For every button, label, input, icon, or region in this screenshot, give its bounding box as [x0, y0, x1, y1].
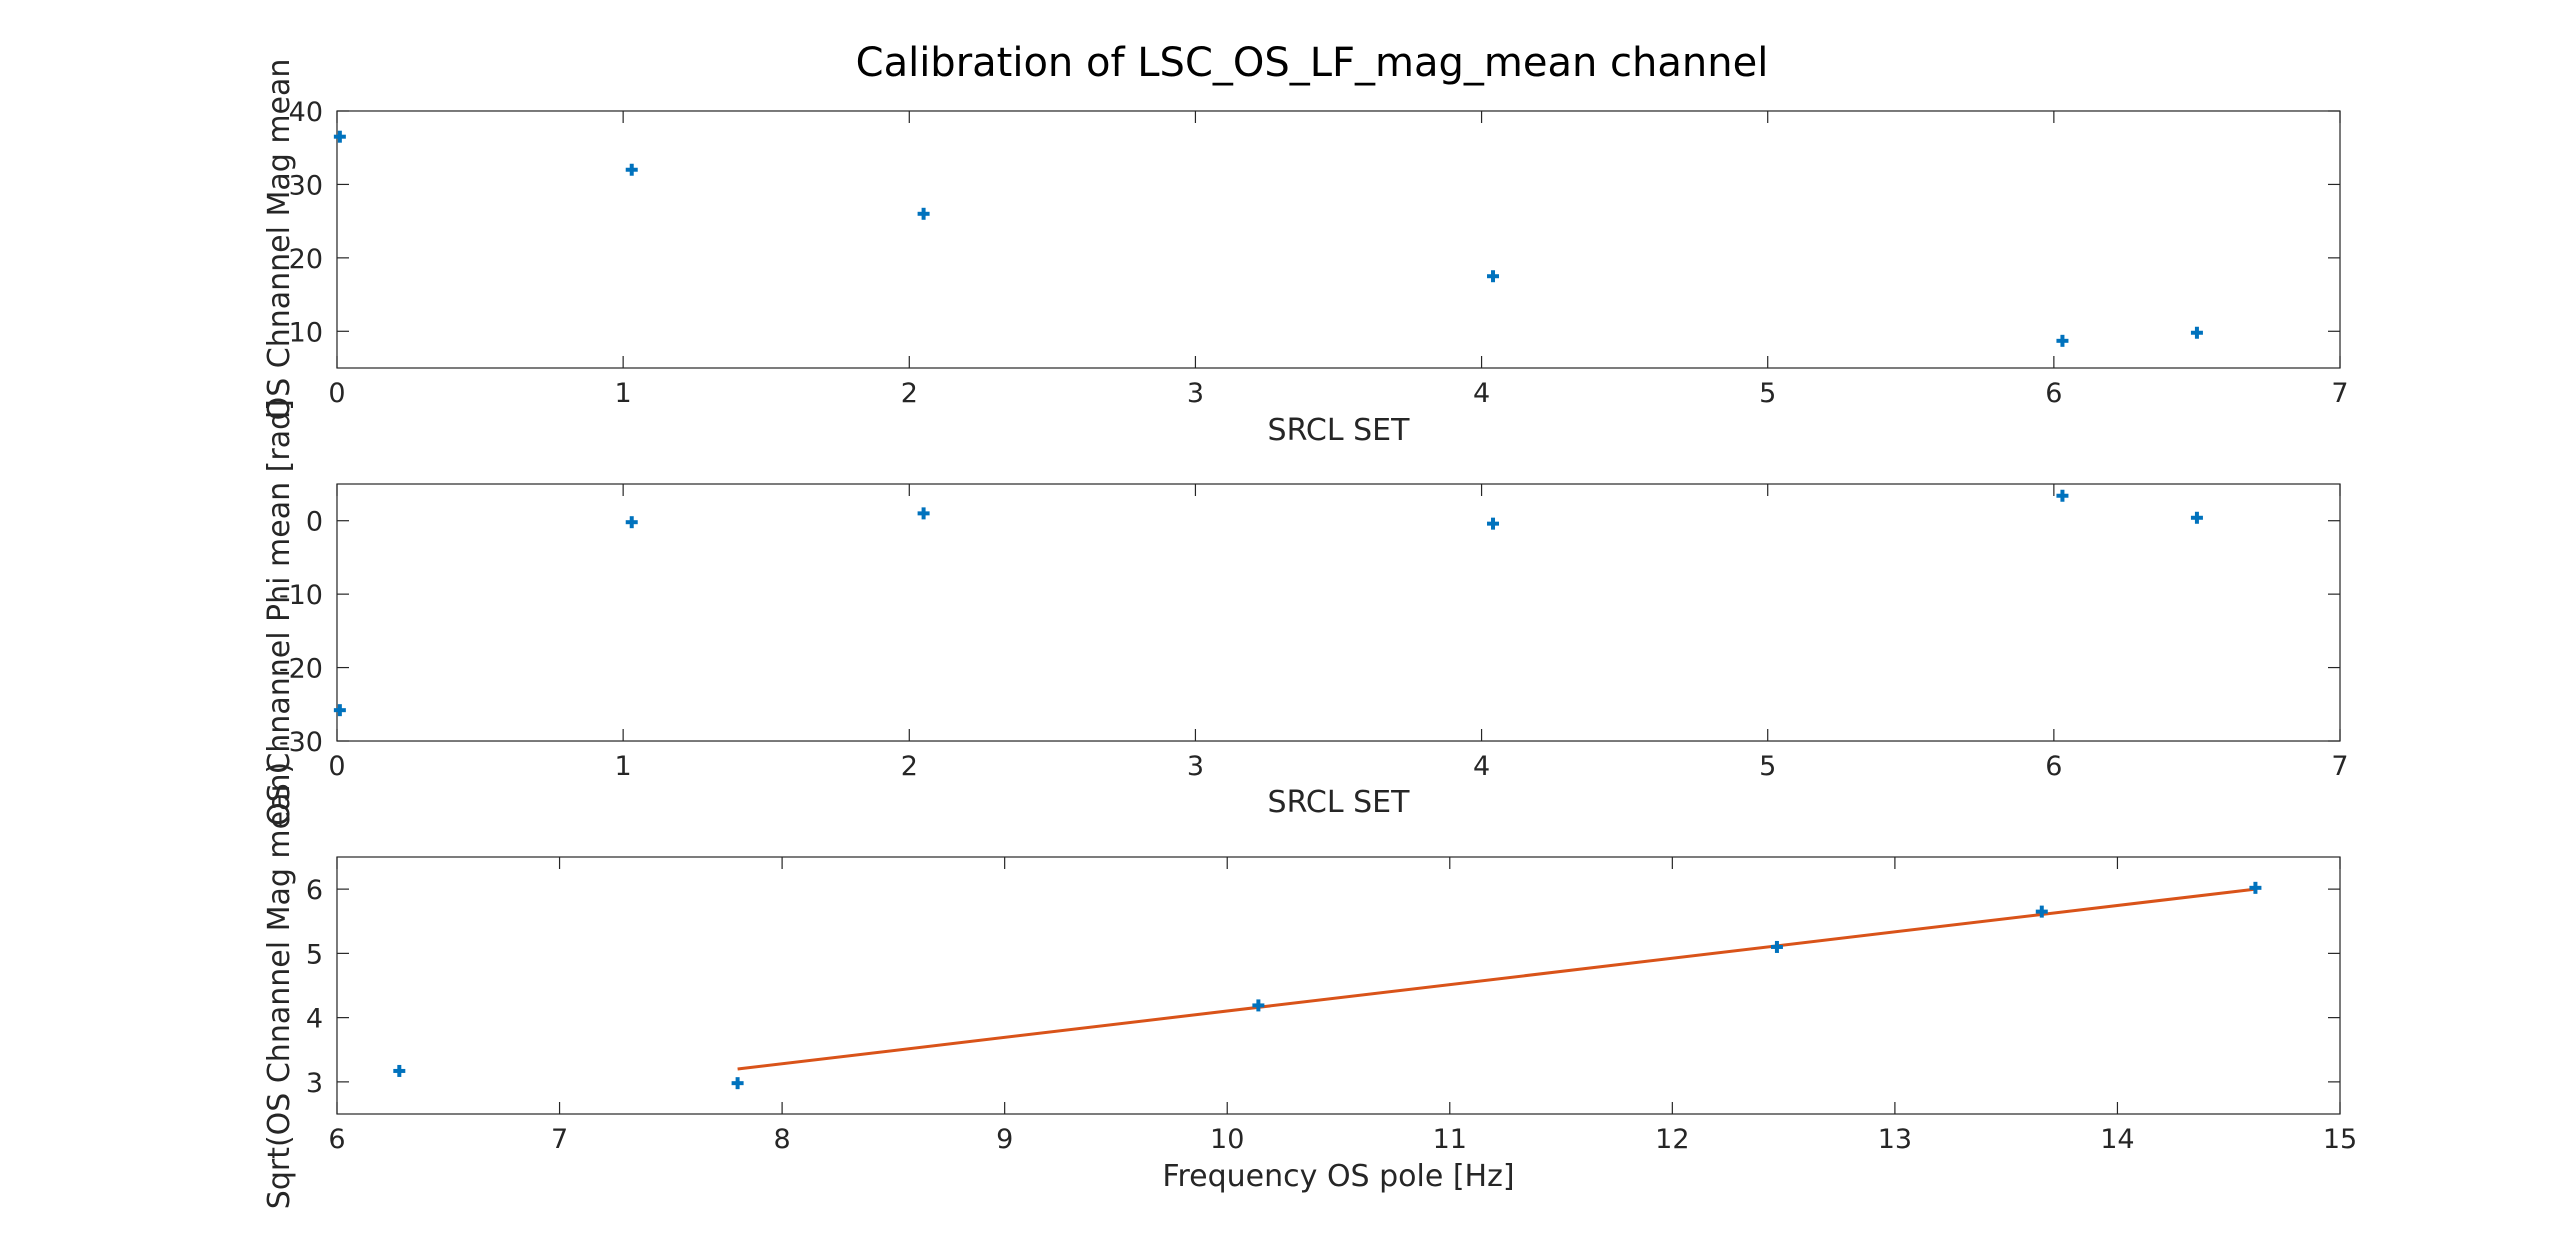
axes-mag-vs-srcl: 0 1 2 3 4 5 6 7 10 20 30 40 SRCL SET OS Chnannel Mag …	[262, 59, 2349, 448]
x-tick-label: 12	[1655, 1124, 1689, 1155]
data-point	[2056, 334, 2069, 347]
x-tick-label: 2	[901, 751, 918, 782]
x-tick-label: 1	[615, 751, 632, 782]
y-tick-label: 3	[306, 1068, 323, 1099]
axes-box	[336, 110, 2341, 369]
data-point	[393, 1064, 406, 1077]
x-tick-label: 11	[1433, 1124, 1467, 1155]
x-tick-label: 4	[1473, 751, 1490, 782]
y-tick-label: 0	[306, 507, 323, 538]
x-tick-label: 4	[1473, 378, 1490, 409]
x-axis-label: SRCL SET	[1268, 413, 1411, 448]
y-tick-label: 6	[306, 875, 323, 906]
data-point	[1252, 999, 1265, 1012]
y-tick-label: 4	[306, 1004, 323, 1035]
data-point	[333, 130, 346, 143]
y-tick-label: 20	[289, 244, 323, 275]
data-point	[731, 1077, 744, 1090]
data-point	[917, 207, 930, 220]
axes-box	[336, 483, 2341, 742]
x-tick-label: 5	[1759, 751, 1776, 782]
data-point	[1487, 517, 1500, 530]
data-point	[2190, 511, 2203, 524]
x-tick-label: 6	[2045, 751, 2062, 782]
chart-title: Calibration of LSC_OS_LF_mag_mean channe…	[856, 40, 1769, 86]
x-tick-label: 7	[2331, 751, 2348, 782]
x-axis-label: SRCL SET	[1268, 785, 1411, 820]
y-tick-label: 5	[306, 939, 323, 970]
x-tick-label: 15	[2323, 1124, 2357, 1155]
x-tick-label: 6	[2045, 378, 2062, 409]
x-tick-label: 14	[2100, 1124, 2134, 1155]
data-point	[333, 704, 346, 717]
x-tick-label: 9	[996, 1124, 1013, 1155]
y-axis-label: OS Chnannel Mag mean	[262, 59, 297, 421]
x-tick-label: 6	[328, 1124, 345, 1155]
x-tick-label: 8	[774, 1124, 791, 1155]
y-axis-label: OS Chnannel Phi mean [rad]	[262, 399, 297, 826]
data-point	[2190, 326, 2203, 339]
x-tick-label: 0	[328, 378, 345, 409]
data-point	[1487, 270, 1500, 283]
x-tick-label: 13	[1878, 1124, 1912, 1155]
x-tick-label: 3	[1187, 751, 1204, 782]
data-point	[917, 507, 930, 520]
x-tick-label: 7	[2331, 378, 2348, 409]
x-tick-label: 1	[615, 378, 632, 409]
y-tick-label: -10	[279, 580, 323, 611]
x-tick-label: 7	[551, 1124, 568, 1155]
y-tick-label: -20	[279, 654, 323, 685]
x-tick-label: 3	[1187, 378, 1204, 409]
axes-box	[336, 856, 2341, 1115]
data-point	[2056, 489, 2069, 502]
x-tick-label: 10	[1210, 1124, 1244, 1155]
data-point	[2249, 881, 2262, 894]
y-tick-label: 30	[289, 170, 323, 201]
data-point	[2035, 905, 2048, 918]
fit-line	[737, 887, 2256, 1071]
axes-sqrt-mag-vs-frequency: 6 7 8 9 10 11 12 13 14 15 3 4 5 6 Frequency OS pole [H…	[262, 762, 2357, 1209]
x-tick-label: 2	[901, 378, 918, 409]
data-point	[625, 163, 638, 176]
x-axis-label: Frequency OS pole [Hz]	[1162, 1159, 1514, 1194]
axes-phi-vs-srcl: 0 1 2 3 4 5 6 7 -30 -20 -10 0 SRCL SET OS Chnannel Ph…	[262, 399, 2349, 826]
x-tick-label: 0	[328, 751, 345, 782]
data-point	[1770, 940, 1783, 953]
y-tick-label: -30	[279, 727, 323, 758]
y-tick-label: 10	[289, 317, 323, 348]
data-point	[625, 516, 638, 529]
y-axis-label: Sqrt(OS Chnannel Mag mean)	[262, 762, 297, 1209]
y-tick-label: 40	[289, 97, 323, 128]
x-tick-label: 5	[1759, 378, 1776, 409]
